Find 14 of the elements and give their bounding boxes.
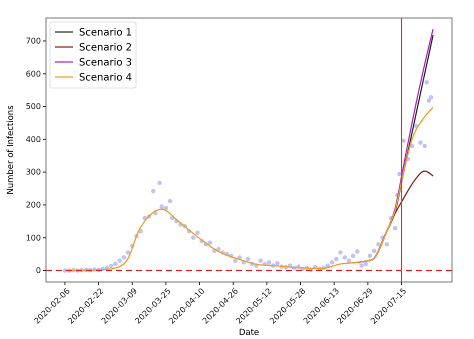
y-tick-label: 500 <box>26 102 41 112</box>
legend-label: Scenario 1 <box>79 28 132 38</box>
legend-label: Scenario 3 <box>79 58 132 68</box>
y-tick-label: 200 <box>26 200 41 210</box>
legend-label: Scenario 2 <box>79 42 132 54</box>
y-tick-label: 700 <box>26 36 41 46</box>
y-axis-title: Number of Infections <box>6 104 16 195</box>
y-tick-label: 300 <box>26 168 41 177</box>
x-axis-title: Date <box>238 328 260 338</box>
y-tick-label: 100 <box>26 233 41 242</box>
y-tick-label: 0 <box>36 266 41 276</box>
y-tick-label: 400 <box>26 134 41 144</box>
y-tick-label: 600 <box>26 69 41 78</box>
legend-label: Scenario 4 <box>79 72 132 84</box>
